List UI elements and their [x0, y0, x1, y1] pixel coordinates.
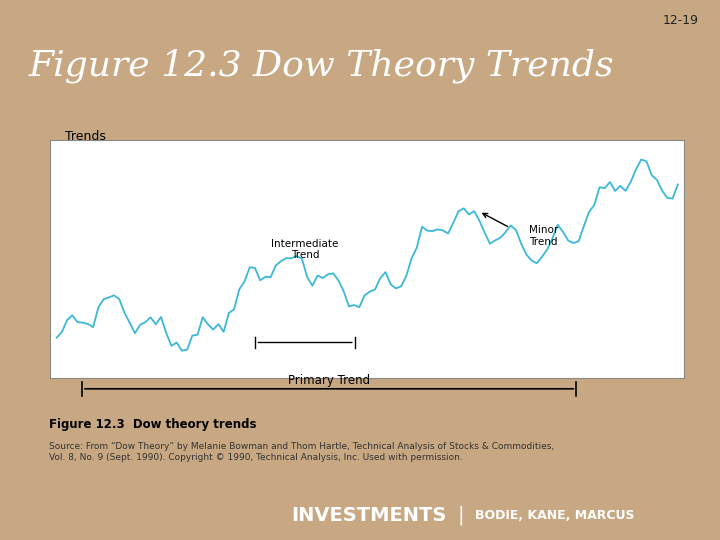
Text: Intermediate
Trend: Intermediate Trend: [271, 239, 339, 260]
Text: Primary Trend: Primary Trend: [288, 374, 370, 388]
Text: 12-19: 12-19: [662, 14, 698, 26]
Text: Source: From “Dow Theory” by Melanie Bowman and Thom Hartle, Technical Analysis : Source: From “Dow Theory” by Melanie Bow…: [49, 442, 554, 462]
Text: BODIE, KANE, MARCUS: BODIE, KANE, MARCUS: [475, 509, 635, 522]
Text: Minor
Trend: Minor Trend: [528, 225, 558, 247]
Text: |: |: [457, 506, 464, 525]
Text: Figure 12.3 Dow Theory Trends: Figure 12.3 Dow Theory Trends: [29, 49, 614, 83]
Text: Figure 12.3  Dow theory trends: Figure 12.3 Dow theory trends: [49, 418, 256, 431]
Text: INVESTMENTS: INVESTMENTS: [291, 506, 446, 525]
Text: Trends: Trends: [65, 130, 106, 143]
